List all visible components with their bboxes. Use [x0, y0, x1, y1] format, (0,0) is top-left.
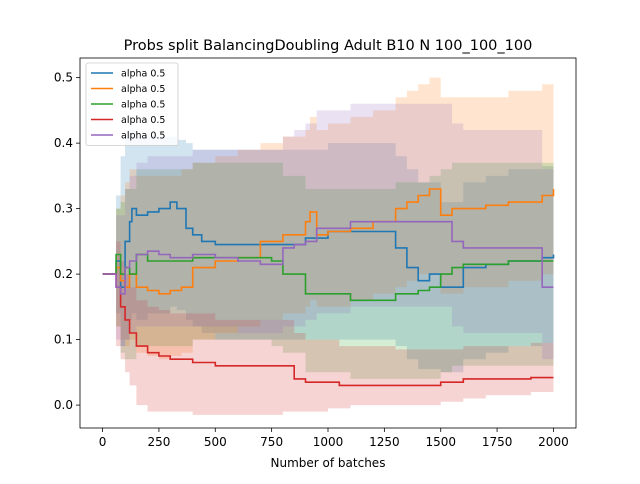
y-tick-label: 0.3	[54, 202, 73, 216]
series-1-band	[102, 130, 554, 373]
y-tick-label: 0.5	[54, 71, 73, 85]
series-1-line	[102, 201, 555, 288]
x-tick-label: 1250	[369, 435, 400, 449]
x-tick-label: 1750	[482, 435, 513, 449]
legend-box	[85, 62, 179, 146]
y-tick-label: 0.4	[54, 136, 73, 150]
series-3-band	[102, 162, 554, 379]
y-tick-label: 0.1	[54, 333, 73, 347]
series-2-line	[102, 188, 555, 295]
x-axis-label: Number of batches	[271, 456, 386, 470]
x-tick-label: 2000	[538, 435, 569, 449]
x-tick-label: 0	[99, 435, 107, 449]
x-tick-label: 1500	[425, 435, 456, 449]
legend-label: alpha 0.5	[121, 69, 165, 80]
legend-label: alpha 0.5	[121, 115, 165, 126]
y-tick-label: 0.0	[54, 398, 73, 412]
x-tick-label: 500	[204, 435, 227, 449]
series-lines	[102, 188, 555, 387]
x-tick-label: 250	[147, 435, 170, 449]
y-axis: 0.0 0.1 0.2 0.3 0.4 0.5	[54, 71, 80, 412]
x-axis: 0 250 500 750 1000 1250 1500 1750 2000	[99, 428, 569, 449]
x-tick-label: 1000	[313, 435, 344, 449]
y-tick-label: 0.2	[54, 267, 73, 281]
legend-label: alpha 0.5	[121, 131, 165, 142]
chart-title: Probs split BalancingDoubling Adult B10 …	[124, 38, 533, 54]
legend-label: alpha 0.5	[121, 84, 165, 95]
series-4-line	[102, 273, 554, 387]
series-4-band	[102, 241, 554, 415]
series-5-line	[102, 220, 554, 295]
series-2-band	[102, 77, 554, 360]
legend: alpha 0.5 alpha 0.5 alpha 0.5 alpha 0.5 alph…	[85, 62, 179, 146]
x-tick-label: 750	[260, 435, 283, 449]
legend-label: alpha 0.5	[121, 100, 165, 111]
confidence-bands	[102, 77, 554, 415]
